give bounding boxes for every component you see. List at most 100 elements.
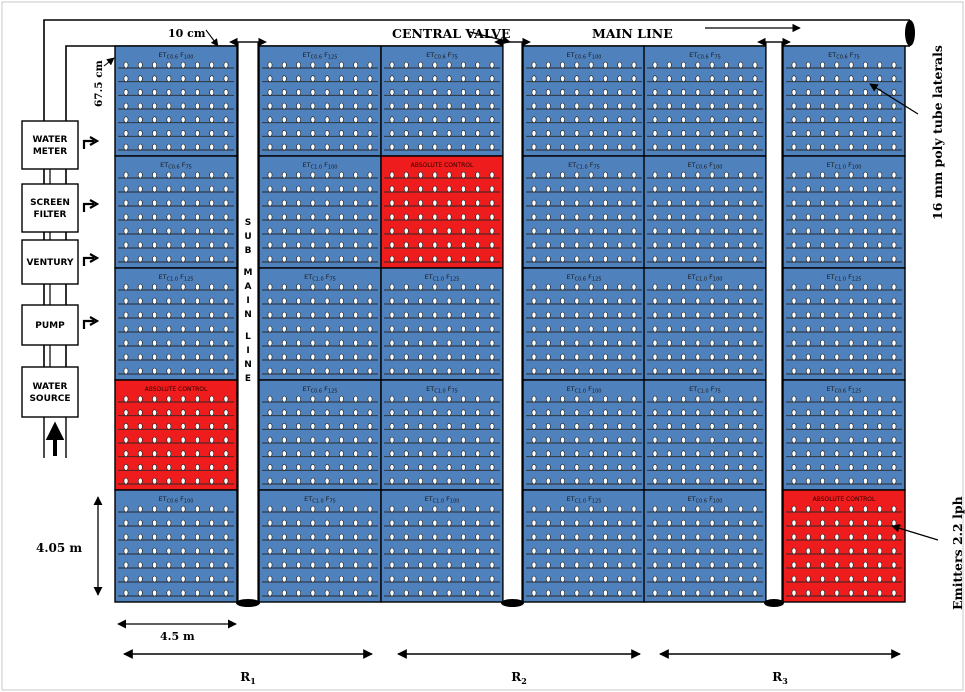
emitter xyxy=(738,297,744,305)
emitter xyxy=(310,450,316,457)
emitter xyxy=(891,283,897,291)
emitter xyxy=(617,143,623,151)
emitter xyxy=(709,297,715,305)
emitter xyxy=(137,367,143,375)
emitter xyxy=(588,547,594,555)
treatment-plot: ETC1.0 F125 xyxy=(522,489,646,603)
emitter xyxy=(137,227,143,235)
emitter xyxy=(560,477,565,485)
emitter xyxy=(666,450,672,457)
emitter xyxy=(475,436,481,444)
emitter xyxy=(752,519,758,527)
emitter xyxy=(267,61,273,69)
emitter xyxy=(137,589,143,597)
emitter xyxy=(531,283,537,291)
emitter xyxy=(820,241,825,249)
emitter xyxy=(681,171,686,179)
emitter xyxy=(267,89,273,96)
treatment-label: ETC1.0 F75 xyxy=(304,495,336,505)
emitter xyxy=(695,547,701,555)
emitter xyxy=(296,311,301,319)
emitter xyxy=(353,61,359,69)
emitter xyxy=(891,213,897,221)
emitter xyxy=(446,213,452,221)
emitter xyxy=(724,283,729,291)
emitter xyxy=(195,339,200,347)
emitter xyxy=(389,325,395,333)
emitter xyxy=(137,395,143,403)
emitter xyxy=(545,61,551,69)
fitting-icon xyxy=(82,199,100,212)
emitter xyxy=(310,561,316,569)
emitter xyxy=(752,255,758,263)
emitter xyxy=(281,255,287,263)
emitter xyxy=(681,450,686,457)
emitter xyxy=(834,561,840,569)
emitter xyxy=(267,367,273,375)
emitter xyxy=(339,143,344,151)
emitter xyxy=(461,367,466,375)
emitter xyxy=(631,575,637,583)
emitter xyxy=(367,547,373,555)
emitter xyxy=(446,75,452,82)
plots-grid: ETC0.6 F100 ETC0.6 F125 ETC0.6 F75 ETC0.6 F… xyxy=(114,45,906,603)
emitter xyxy=(834,199,840,207)
emitter xyxy=(738,89,744,96)
emitter xyxy=(195,589,200,597)
emitter xyxy=(432,395,438,403)
emitter xyxy=(617,547,623,555)
emitter xyxy=(695,436,701,444)
emitter xyxy=(418,589,423,597)
emitter xyxy=(389,589,395,597)
emitter xyxy=(281,185,287,193)
emitter xyxy=(545,143,551,151)
emitter xyxy=(296,199,301,207)
emitter xyxy=(752,227,758,235)
emitter xyxy=(863,89,868,96)
emitter xyxy=(617,297,623,305)
emitter xyxy=(863,185,868,193)
emitter xyxy=(389,130,395,137)
emitter xyxy=(681,227,686,235)
emitter xyxy=(267,227,273,235)
emitter xyxy=(820,464,825,471)
emitter xyxy=(267,143,273,151)
emitter xyxy=(791,171,797,179)
emitter xyxy=(545,423,551,430)
emitter xyxy=(791,575,797,583)
emitter xyxy=(223,436,229,444)
emitter xyxy=(367,171,373,179)
emitter xyxy=(223,519,229,527)
emitter xyxy=(617,423,623,430)
emitter xyxy=(877,61,883,69)
emitter xyxy=(631,325,637,333)
emitter xyxy=(339,339,344,347)
emitter xyxy=(389,199,395,207)
treatment-plot: ETC0.6 F125 xyxy=(782,379,906,491)
plot-area xyxy=(782,155,906,269)
emitter xyxy=(209,423,215,430)
emitter xyxy=(724,171,729,179)
emitter xyxy=(353,130,359,137)
emitter xyxy=(617,185,623,193)
emitter xyxy=(724,477,729,485)
emitter xyxy=(724,227,729,235)
emitter xyxy=(418,505,423,513)
emitter xyxy=(709,409,715,416)
emitter xyxy=(475,89,481,96)
emitter xyxy=(339,450,344,457)
treatment-plot: ETC0.6 F75 xyxy=(643,45,767,157)
emitter xyxy=(367,61,373,69)
emitter xyxy=(152,450,157,457)
emitter xyxy=(574,89,580,96)
emitter xyxy=(403,297,409,305)
emitter xyxy=(432,241,438,249)
emitter xyxy=(180,311,186,319)
emitter xyxy=(617,409,623,416)
emitter xyxy=(709,561,715,569)
emitter xyxy=(123,130,129,137)
emitter xyxy=(281,450,287,457)
treatment-label: ETC1.0 F75 xyxy=(304,273,336,283)
emitter xyxy=(166,185,172,193)
treatment-plot: ETC0.6 F100 xyxy=(522,45,646,157)
